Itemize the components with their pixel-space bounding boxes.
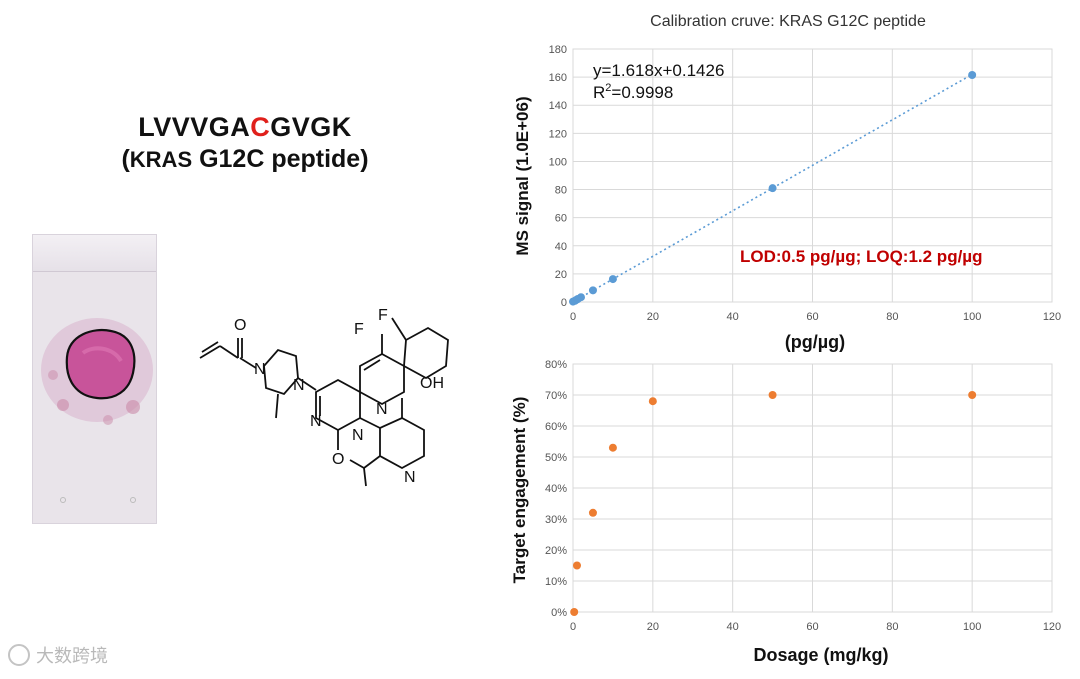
y-tick-label: 60% <box>545 421 567 433</box>
x-tick-label: 60 <box>806 621 818 633</box>
x-tick-label: 0 <box>570 311 576 323</box>
atom-n6: N <box>404 469 416 486</box>
engagement-chart: 0% 10% 20% 30% 40% 50% 60% 70% 80% 0 20 40 60 80 100 1… <box>495 352 1070 677</box>
y-tick-label: 0 <box>561 297 567 309</box>
chart1-r2: R2=0.9998 <box>593 82 673 102</box>
peptide-heading: LVVVGACGVGK (KRAS G12C peptide) <box>60 112 430 174</box>
y-tick-label: 60 <box>555 213 567 225</box>
plot-area <box>572 363 1053 613</box>
data-point <box>968 391 977 399</box>
x-tick-label: 80 <box>886 621 898 633</box>
peptide-sequence: LVVVGACGVGK <box>60 112 430 143</box>
data-point <box>588 286 597 295</box>
atom-n3: N <box>376 401 388 418</box>
y-tick-label: 70% <box>545 390 567 402</box>
x-tick-label: 80 <box>886 311 898 323</box>
x-tick-label: 20 <box>647 621 659 633</box>
mutation-residue: C <box>250 112 271 142</box>
tissue-section <box>41 318 153 503</box>
y-tick-label: 0% <box>551 607 567 619</box>
chart2-xlabel: Dosage (mg/kg) <box>753 645 888 665</box>
x-tick-label: 40 <box>727 311 739 323</box>
chart1-equation: y=1.618x+0.1426 <box>593 61 724 80</box>
y-tick-label: 10% <box>545 576 567 588</box>
x-tick-label: 20 <box>647 311 659 323</box>
chart1-xlabel: (pg/µg) <box>785 332 845 352</box>
atom-oh: OH <box>420 375 444 392</box>
tissue-slide-image <box>32 234 157 524</box>
atom-f2: F <box>378 307 388 324</box>
y-tick-label: 40 <box>555 241 567 253</box>
y-tick-label: 40% <box>545 483 567 495</box>
y-tick-label: 50% <box>545 452 567 464</box>
data-point <box>968 71 977 80</box>
chart2-ylabel: Target engagement (%) <box>510 397 529 584</box>
data-point <box>768 391 777 399</box>
watermark-logo-icon <box>8 644 30 666</box>
y-tick-label: 80% <box>545 359 567 371</box>
name-open-paren: ( <box>121 145 130 173</box>
sequence-suffix: GVGK <box>270 112 352 142</box>
atom-o2: O <box>332 451 344 468</box>
atom-n2: N <box>293 377 305 394</box>
atom-n1: N <box>254 361 266 378</box>
x-tick-label: 100 <box>963 311 981 323</box>
trendline <box>572 73 973 303</box>
chart1-title: Calibration cruve: KRAS G12C peptide <box>650 13 926 30</box>
data-point <box>608 275 617 284</box>
y-tick-label: 160 <box>549 72 567 84</box>
plot-area <box>572 48 1053 303</box>
data-point <box>768 184 777 193</box>
data-point <box>588 508 597 517</box>
name-rest: G12C peptide) <box>192 145 369 173</box>
watermark-text: 大数跨境 <box>36 646 108 667</box>
data-point <box>570 608 579 616</box>
atom-n4: N <box>310 413 322 430</box>
chart1-ylabel: MS signal (1.0E+06) <box>513 96 532 255</box>
x-tick-label: 40 <box>727 621 739 633</box>
y-tick-label: 80 <box>555 185 567 197</box>
x-tick-label: 120 <box>1043 311 1061 323</box>
y-tick-label: 30% <box>545 514 567 526</box>
y-tick-label: 180 <box>549 44 567 56</box>
peptide-name: (KRAS G12C peptide) <box>60 145 430 174</box>
data-point <box>572 561 581 570</box>
x-tick-label: 100 <box>963 621 981 633</box>
y-tick-label: 140 <box>549 100 567 112</box>
data-point <box>576 293 585 302</box>
atom-o1: O <box>234 317 246 334</box>
slide-label-area <box>33 235 156 272</box>
sotorasib-structure: O N N F F N OH N N O N <box>199 307 449 487</box>
data-point <box>648 397 657 406</box>
watermark: 大数跨境 <box>8 642 108 668</box>
sequence-prefix: LVVVGA <box>138 112 251 142</box>
atom-f1: F <box>354 321 364 338</box>
y-tick-label: 20 <box>555 269 567 281</box>
x-tick-label: 120 <box>1043 621 1061 633</box>
atom-n5: N <box>352 427 364 444</box>
name-kras: KRAS <box>129 147 193 172</box>
y-tick-label: 120 <box>549 128 567 140</box>
y-tick-label: 100 <box>549 156 567 168</box>
calibration-chart: Calibration cruve: KRAS G12C peptide 0 20… <box>495 0 1070 360</box>
y-tick-label: 20% <box>545 545 567 557</box>
chart1-lod-loq: LOD:0.5 pg/µg; LOQ:1.2 pg/µg <box>740 247 982 266</box>
x-tick-label: 60 <box>806 311 818 323</box>
x-tick-label: 0 <box>570 621 576 633</box>
data-point <box>608 443 617 452</box>
